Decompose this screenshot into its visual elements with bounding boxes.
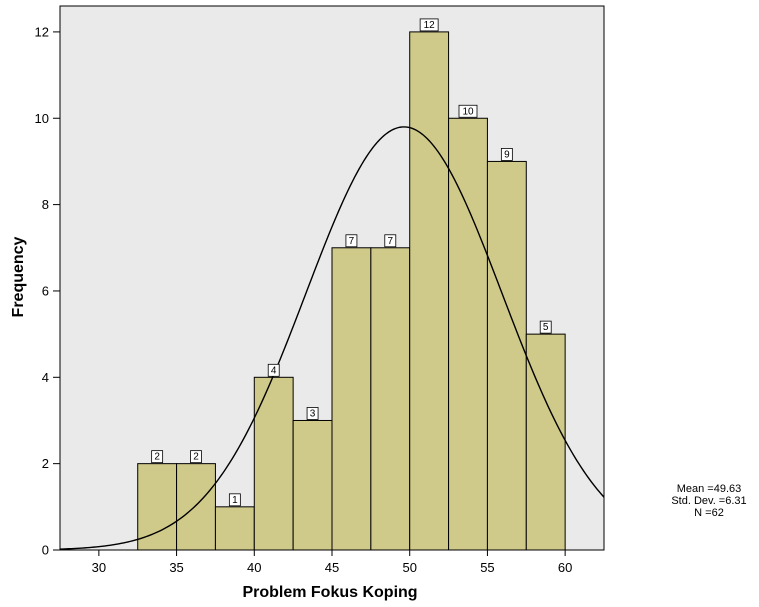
histogram-bar-4 xyxy=(292,419,333,551)
bar-label-box-4 xyxy=(306,407,319,420)
bar-label-6: 7 xyxy=(388,236,394,247)
y-tick-label-6: 12 xyxy=(35,24,49,39)
x-tick-label-4: 50 xyxy=(402,560,416,575)
stats-mean: Mean =49.63 xyxy=(676,483,742,495)
bar-labels-group: 2 2 1 4 3 7 7 12 10 9 5 xyxy=(151,18,552,507)
bar-label-box-10 xyxy=(539,320,552,334)
bar-label-1: 2 xyxy=(193,452,199,463)
y-axis-title: Frequency xyxy=(10,236,27,317)
y-tick-label-2: 4 xyxy=(42,370,49,385)
x-tick-label-0: 30 xyxy=(92,560,106,575)
y-tick-label-5: 10 xyxy=(35,111,49,126)
histogram-bar-8 xyxy=(448,117,488,551)
bar-label-4: 3 xyxy=(310,408,316,419)
bar-label-9: 9 xyxy=(504,149,510,160)
bar-label-10: 5 xyxy=(543,322,549,333)
bar-label-2: 1 xyxy=(232,495,238,506)
bar-label-3: 4 xyxy=(271,365,277,376)
x-tick-label-2: 40 xyxy=(247,560,261,575)
bar-label-box-1 xyxy=(190,450,202,464)
histogram-bar-6 xyxy=(370,247,411,551)
histogram-bar-1 xyxy=(176,463,216,551)
histogram-bar-2 xyxy=(214,506,255,551)
bar-label-box-0 xyxy=(151,450,164,464)
bar-label-box-9 xyxy=(500,148,513,161)
bar-label-box-3 xyxy=(267,363,280,377)
stats-n: N =62 xyxy=(694,507,724,519)
y-tick-label-3: 6 xyxy=(42,283,49,298)
stats-box: Mean =49.63 Std. Dev. =6.31 N =62 xyxy=(662,483,756,519)
y-axis: 0 2 4 6 8 10 12 xyxy=(35,24,60,558)
x-axis: 30 35 40 45 50 55 60 xyxy=(92,550,572,575)
histogram-bar-3 xyxy=(253,376,294,551)
bar-label-8: 10 xyxy=(462,106,474,117)
x-tick-label-3: 45 xyxy=(325,560,339,575)
bar-label-0: 2 xyxy=(154,452,160,463)
x-axis-title: Problem Fokus Koping xyxy=(242,584,417,601)
bar-label-7: 12 xyxy=(424,20,436,31)
bar-label-box-2 xyxy=(228,493,241,507)
x-tick-label-1: 35 xyxy=(169,560,183,575)
normal-curve xyxy=(59,126,605,550)
bar-label-box-8 xyxy=(458,104,478,118)
histogram-bar-9 xyxy=(486,160,527,551)
bar-label-box-5 xyxy=(345,234,358,248)
bar-label-5: 7 xyxy=(349,236,355,247)
y-tick-label-1: 2 xyxy=(42,456,49,471)
histogram-bar-7 xyxy=(409,31,450,551)
x-tick-label-6: 60 xyxy=(558,560,572,575)
histogram-bar-10 xyxy=(525,333,566,551)
bar-label-box-6 xyxy=(384,234,397,248)
histogram-bar-0 xyxy=(137,463,178,551)
bars-group xyxy=(137,31,566,551)
histogram-bar-5 xyxy=(331,247,372,551)
x-tick-label-5: 55 xyxy=(480,560,494,575)
y-tick-label-0: 0 xyxy=(42,543,49,558)
stats-std-dev: Std. Dev. =6.31 xyxy=(671,495,747,507)
y-tick-label-4: 8 xyxy=(42,197,49,212)
bar-label-box-7 xyxy=(419,18,439,32)
